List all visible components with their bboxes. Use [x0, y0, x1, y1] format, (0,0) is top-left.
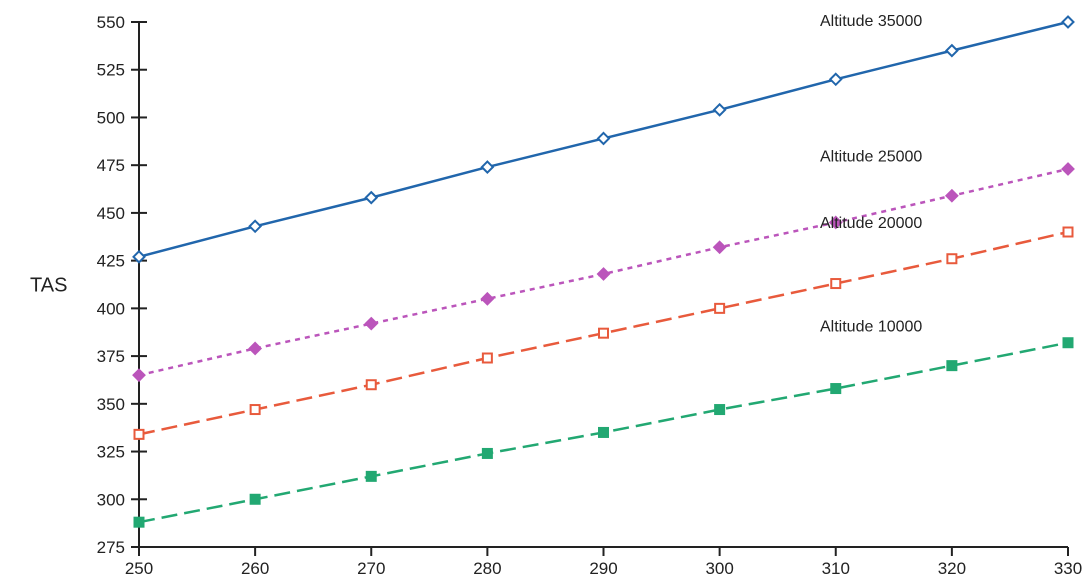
series-label: Altitude 10000 — [820, 318, 922, 335]
x-tick-label: 280 — [473, 559, 501, 578]
data-point — [481, 352, 493, 364]
series-label: Altitude 25000 — [820, 148, 922, 165]
data-point — [828, 72, 843, 87]
y-tick-label: 375 — [97, 347, 125, 366]
data-point — [598, 327, 609, 339]
data-point — [596, 267, 611, 281]
data-point — [828, 215, 843, 230]
data-point — [364, 316, 379, 331]
series-altitude-20000: Altitude 20000 — [133, 215, 1074, 440]
x-tick-label: 330 — [1054, 559, 1082, 578]
y-tick-label: 400 — [97, 299, 125, 318]
data-point — [944, 188, 959, 203]
data-point — [480, 291, 495, 306]
data-point — [830, 383, 842, 395]
y-axis-ticks: 275 300 325 350 375 400 425 450 475 500 525 550 — [97, 13, 147, 557]
data-point — [132, 368, 146, 383]
data-point — [946, 360, 958, 372]
data-point — [480, 160, 495, 175]
y-tick-label: 350 — [97, 395, 125, 414]
y-tick-label: 325 — [97, 443, 125, 462]
data-point — [946, 253, 958, 265]
x-tick-label: 270 — [357, 559, 385, 578]
data-point — [365, 470, 377, 482]
x-tick-label: 300 — [705, 559, 733, 578]
y-axis-title: TAS — [30, 275, 67, 297]
data-point — [596, 131, 611, 146]
series-label: Altitude 20000 — [820, 215, 922, 232]
y-tick-label: 425 — [97, 252, 125, 271]
x-tick-label: 250 — [125, 559, 153, 578]
y-tick-label: 275 — [97, 538, 125, 557]
data-point — [365, 379, 377, 391]
y-tick-label: 550 — [97, 13, 125, 32]
series-group: Altitude 35000 Altitude 25000 Altitude 200… — [132, 13, 1075, 528]
data-point — [249, 404, 261, 416]
data-point — [132, 249, 146, 264]
series-label: Altitude 35000 — [820, 13, 922, 30]
data-point — [248, 219, 263, 234]
y-tick-label: 500 — [97, 108, 125, 127]
data-point — [944, 43, 959, 58]
data-point — [1062, 337, 1074, 349]
series-altitude-10000: Altitude 10000 — [133, 318, 1074, 528]
data-point — [714, 404, 726, 416]
data-point — [133, 428, 145, 440]
x-tick-label: 320 — [938, 559, 966, 578]
x-axis-ticks: 250 260 270 280 290 300 310 320 330 — [125, 547, 1082, 578]
data-point — [830, 278, 842, 290]
y-tick-label: 475 — [97, 156, 125, 175]
data-point — [1062, 226, 1074, 238]
data-point — [712, 102, 727, 117]
data-point — [364, 190, 379, 205]
series-altitude-25000: Altitude 25000 — [132, 148, 1075, 383]
data-point — [1061, 162, 1075, 176]
x-tick-label: 260 — [241, 559, 269, 578]
x-tick-label: 290 — [589, 559, 617, 578]
data-point — [481, 447, 493, 459]
data-point — [249, 493, 261, 505]
series-line — [138, 167, 1069, 377]
y-tick-label: 450 — [97, 204, 125, 223]
data-point — [1061, 15, 1075, 29]
x-tick-label: 310 — [822, 559, 850, 578]
y-tick-label: 525 — [97, 61, 125, 80]
y-tick-label: 300 — [97, 490, 125, 509]
axes — [138, 22, 1068, 548]
series-altitude-35000: Altitude 35000 — [132, 13, 1075, 264]
data-point — [598, 426, 609, 438]
data-point — [248, 341, 263, 356]
data-point — [714, 302, 726, 314]
data-point — [712, 240, 727, 255]
data-point — [133, 516, 145, 528]
